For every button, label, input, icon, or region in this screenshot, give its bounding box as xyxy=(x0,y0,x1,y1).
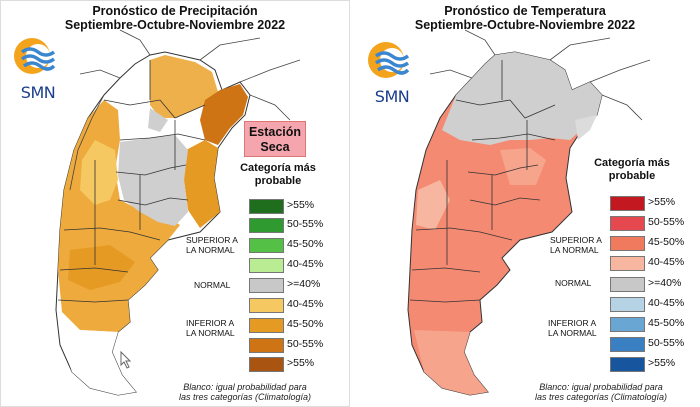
legend-label: 50-55% xyxy=(287,218,324,230)
group-label-normal: NORMAL xyxy=(194,280,231,290)
group-superior-line-1: SUPERIOR A xyxy=(550,235,602,245)
legend-label: 45-50% xyxy=(287,238,324,250)
logo-text: SMN xyxy=(374,87,410,106)
legend-swatch xyxy=(610,256,645,271)
dry-season-line-1: Estación xyxy=(248,125,302,139)
legend-label: 45-50% xyxy=(287,318,324,330)
footnote: Blanco: igual probabilidad para las tres… xyxy=(506,382,696,402)
smn-logo-icon xyxy=(14,38,56,74)
temperature-title: Pronóstico de Temperatura Septiembre-Oct… xyxy=(350,4,700,32)
footnote-line-1: Blanco: igual probabilidad para xyxy=(183,382,307,392)
legend-label: 40-45% xyxy=(648,297,685,309)
dry-season-label: Estación Seca xyxy=(244,121,306,157)
temperature-panel: Pronóstico de Temperatura Septiembre-Oct… xyxy=(350,0,700,407)
normal-region-north xyxy=(148,108,168,132)
group-superior-line-2: LA NORMAL xyxy=(550,245,599,255)
group-label-inferior: INFERIOR A LA NORMAL xyxy=(548,318,597,338)
footnote-line-2: las tres categorías (Climatología) xyxy=(534,392,668,402)
legend-swatch xyxy=(249,338,284,353)
legend-label: 50-55% xyxy=(648,216,685,228)
title-line-2: Septiembre-Octubre-Noviembre 2022 xyxy=(414,18,636,32)
neighbour-borders xyxy=(69,29,301,191)
title-line-1: Pronóstico de Temperatura xyxy=(444,4,606,18)
smn-logo-icon xyxy=(368,42,410,78)
group-inferior-line-2: LA NORMAL xyxy=(548,328,597,338)
temperature-map xyxy=(407,29,651,396)
normal-region-north xyxy=(442,52,602,145)
group-inferior-line-2: LA NORMAL xyxy=(186,328,235,338)
legend-swatch xyxy=(610,277,645,292)
legend-title-line-1: Categoría más xyxy=(594,157,670,169)
mouse-pointer-icon xyxy=(120,351,132,369)
legend-swatch xyxy=(610,337,645,352)
legend-label: >55% xyxy=(648,196,676,208)
precipitation-title: Pronóstico de Precipitación Septiembre-O… xyxy=(0,4,350,32)
footnote: Blanco: igual probabilidad para las tres… xyxy=(150,382,340,402)
legend-swatch xyxy=(249,218,284,233)
legend-label: 45-50% xyxy=(648,317,685,329)
footnote-line-1: Blanco: igual probabilidad para xyxy=(539,382,663,392)
legend-title-line-1: Categoría más xyxy=(240,162,316,174)
legend-swatch xyxy=(249,357,284,372)
group-superior-line-1: SUPERIOR A xyxy=(186,235,238,245)
group-inferior-line-1: INFERIOR A xyxy=(186,318,235,328)
neighbour-borders xyxy=(429,29,651,121)
legend-label: >=40% xyxy=(648,277,682,289)
group-label-normal: NORMAL xyxy=(555,278,592,288)
below-normal-north xyxy=(150,55,218,118)
legend-label: >55% xyxy=(287,357,315,369)
legend-title-line-2: probable xyxy=(608,170,656,182)
group-inferior-line-1: INFERIOR A xyxy=(548,318,597,328)
logo-text: SMN xyxy=(20,83,56,102)
below-normal-northeast xyxy=(200,84,248,145)
legend-label: 40-45% xyxy=(287,258,324,270)
dry-season-line-2: Seca xyxy=(260,140,290,154)
legend-swatch xyxy=(249,318,284,333)
legend-label: >55% xyxy=(287,199,315,211)
above-normal-40-center xyxy=(500,148,546,185)
legend-swatch xyxy=(610,297,645,312)
province-borders xyxy=(57,60,206,303)
legend-swatch xyxy=(249,199,284,214)
title-line-1: Pronóstico de Precipitación xyxy=(92,4,258,18)
legend-label: 40-45% xyxy=(287,298,324,310)
smn-logo: SMN xyxy=(8,34,68,104)
title-line-2: Septiembre-Octubre-Noviembre 2022 xyxy=(64,18,286,32)
legend-label: >=40% xyxy=(287,278,321,290)
group-label-superior: SUPERIOR A LA NORMAL xyxy=(186,235,238,255)
group-superior-line-2: LA NORMAL xyxy=(186,245,235,255)
below-normal-region-40 xyxy=(80,140,118,205)
legend-label: 50-55% xyxy=(287,338,324,350)
legend-swatch xyxy=(610,236,645,251)
legend-label: 40-45% xyxy=(648,256,685,268)
legend-label: >55% xyxy=(648,357,676,369)
above-normal-40-south xyxy=(414,330,488,395)
legend-swatch xyxy=(610,216,645,231)
legend-label: 50-55% xyxy=(648,337,685,349)
legend-title: Categoría más probable xyxy=(228,162,328,188)
legend-label: 45-50% xyxy=(648,236,685,248)
below-normal-south-45 xyxy=(68,245,135,290)
legend-title-line-2: probable xyxy=(254,175,302,187)
above-normal-40-west xyxy=(416,180,450,230)
legend-swatch xyxy=(249,298,284,313)
legend-title: Categoría más probable xyxy=(582,157,682,183)
group-label-inferior: INFERIOR A LA NORMAL xyxy=(186,318,235,338)
group-label-superior: SUPERIOR A LA NORMAL xyxy=(550,235,602,255)
smn-logo: SMN xyxy=(362,38,422,108)
province-borders xyxy=(409,60,556,303)
legend-swatch xyxy=(610,357,645,372)
legend-swatch xyxy=(249,238,284,253)
footnote-line-2: las tres categorías (Climatología) xyxy=(178,392,312,402)
legend-swatch xyxy=(249,258,284,273)
legend-swatch xyxy=(610,317,645,332)
legend-swatch xyxy=(249,278,284,293)
normal-region-northeast xyxy=(575,115,597,140)
precipitation-map xyxy=(0,0,350,407)
legend-swatch xyxy=(610,196,645,211)
precipitation-panel: Pronóstico de Precipitación Septiembre-O… xyxy=(0,0,350,407)
climatology-region-south xyxy=(64,330,136,395)
below-normal-east xyxy=(184,140,220,228)
